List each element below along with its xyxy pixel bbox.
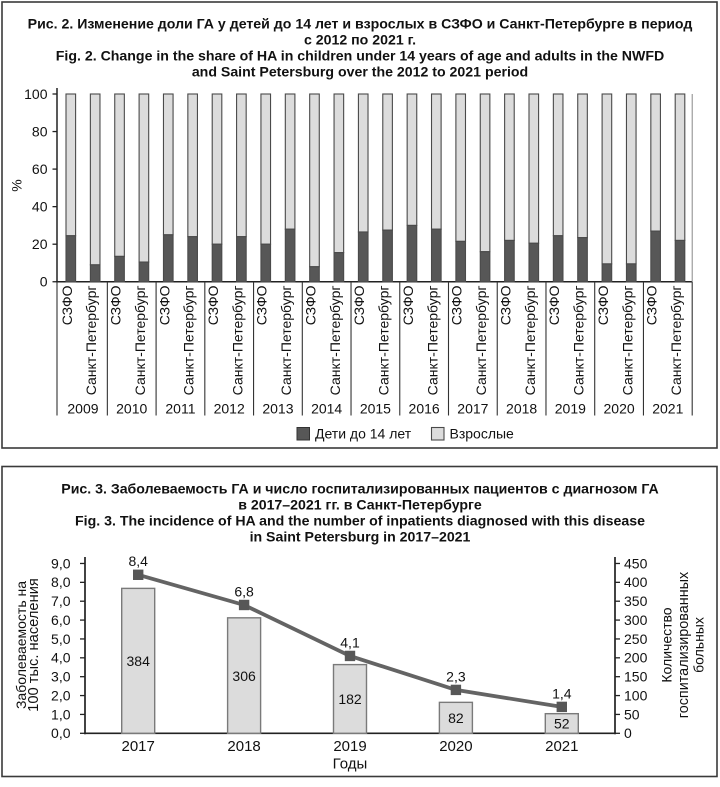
svg-text:2,3: 2,3 — [446, 668, 466, 684]
svg-text:больных: больных — [690, 617, 706, 673]
svg-text:Санкт-Петербург: Санкт-Петербург — [522, 286, 538, 396]
svg-text:СЗФО: СЗФО — [400, 285, 416, 325]
svg-text:Количество: Количество — [658, 607, 674, 682]
svg-text:СЗФО: СЗФО — [254, 285, 270, 325]
svg-text:9,0: 9,0 — [51, 555, 71, 571]
svg-text:2016: 2016 — [409, 401, 440, 417]
svg-text:100 тыс. населения: 100 тыс. населения — [26, 578, 42, 712]
svg-text:6,0: 6,0 — [51, 612, 71, 628]
svg-text:50: 50 — [624, 706, 640, 722]
svg-text:0: 0 — [40, 274, 48, 290]
svg-text:306: 306 — [232, 668, 256, 684]
svg-text:2018: 2018 — [506, 401, 537, 417]
svg-text:2011: 2011 — [165, 401, 195, 417]
svg-text:8,0: 8,0 — [51, 574, 71, 590]
svg-text:Санкт-Петербург: Санкт-Петербург — [619, 286, 635, 396]
svg-text:с 2012 по 2021 г.: с 2012 по 2021 г. — [304, 32, 416, 48]
svg-text:8,4: 8,4 — [128, 553, 148, 569]
svg-text:Санкт-Петербург: Санкт-Петербург — [229, 286, 245, 396]
svg-text:Дети до 14 лет: Дети до 14 лет — [315, 426, 412, 442]
svg-text:СЗФО: СЗФО — [546, 285, 562, 325]
svg-text:Годы: Годы — [333, 756, 368, 773]
svg-text:2013: 2013 — [262, 401, 293, 417]
svg-text:2017: 2017 — [457, 401, 488, 417]
svg-text:250: 250 — [624, 631, 648, 647]
svg-text:Санкт-Петербург: Санкт-Петербург — [571, 286, 587, 396]
svg-text:2014: 2014 — [311, 401, 342, 417]
svg-text:2020: 2020 — [604, 401, 635, 417]
svg-text:СЗФО: СЗФО — [108, 285, 124, 325]
svg-text:Санкт-Петербург: Санкт-Петербург — [181, 286, 197, 396]
svg-text:2017: 2017 — [122, 738, 155, 755]
svg-text:0: 0 — [624, 725, 632, 741]
svg-text:450: 450 — [624, 555, 648, 571]
svg-text:Рис. 2. Изменение доли ГА у де: Рис. 2. Изменение доли ГА у детей до 14 … — [28, 16, 693, 32]
svg-text:1,4: 1,4 — [552, 685, 572, 701]
svg-text:Санкт-Петербург: Санкт-Петербург — [376, 286, 392, 396]
svg-text:2020: 2020 — [439, 738, 472, 755]
svg-text:СЗФО: СЗФО — [644, 285, 660, 325]
svg-text:Заболеваемость на: Заболеваемость на — [13, 581, 29, 709]
svg-text:СЗФО: СЗФО — [449, 285, 465, 325]
svg-text:2,0: 2,0 — [51, 687, 71, 703]
svg-text:СЗФО: СЗФО — [59, 285, 75, 325]
svg-text:2018: 2018 — [227, 738, 260, 755]
svg-text:100: 100 — [624, 687, 648, 703]
svg-text:7,0: 7,0 — [51, 593, 71, 609]
svg-text:Рис. 3. Заболеваемость ГА и чи: Рис. 3. Заболеваемость ГА и число госпит… — [61, 481, 658, 497]
svg-text:в 2017–2021 гг. в Санкт-Петерб: в 2017–2021 гг. в Санкт-Петербурге — [238, 497, 482, 513]
svg-text:Санкт-Петербург: Санкт-Петербург — [473, 286, 489, 396]
svg-text:3,0: 3,0 — [51, 669, 71, 685]
svg-text:4,0: 4,0 — [51, 650, 71, 666]
svg-text:Санкт-Петербург: Санкт-Петербург — [83, 286, 99, 396]
svg-text:СЗФО: СЗФО — [156, 285, 172, 325]
svg-text:400: 400 — [624, 574, 648, 590]
svg-text:2019: 2019 — [333, 738, 366, 755]
svg-text:2010: 2010 — [116, 401, 147, 417]
svg-text:2015: 2015 — [360, 401, 391, 417]
svg-text:40: 40 — [32, 199, 48, 215]
svg-text:2021: 2021 — [652, 401, 683, 417]
svg-text:госпитализированных: госпитализированных — [676, 571, 692, 718]
svg-text:384: 384 — [127, 653, 151, 669]
svg-text:100: 100 — [24, 86, 48, 102]
svg-text:Fig. 2. Change in the share of: Fig. 2. Change in the share of HA in chi… — [56, 48, 664, 64]
svg-text:СЗФО: СЗФО — [205, 285, 221, 325]
svg-text:5,0: 5,0 — [51, 631, 71, 647]
svg-text:in Saint Petersburg in 2017–20: in Saint Petersburg in 2017–2021 — [250, 529, 471, 545]
svg-text:20: 20 — [32, 236, 48, 252]
svg-text:2019: 2019 — [555, 401, 586, 417]
svg-text:Fig. 3. The incidence of HA an: Fig. 3. The incidence of HA and the numb… — [75, 513, 645, 529]
svg-text:1,0: 1,0 — [51, 706, 71, 722]
svg-text:2009: 2009 — [67, 401, 98, 417]
svg-text:0,0: 0,0 — [51, 725, 71, 741]
svg-text:80: 80 — [32, 123, 48, 139]
svg-text:СЗФО: СЗФО — [497, 285, 513, 325]
svg-text:Санкт-Петербург: Санкт-Петербург — [132, 286, 148, 396]
svg-text:2021: 2021 — [545, 738, 578, 755]
svg-text:Санкт-Петербург: Санкт-Петербург — [327, 286, 343, 396]
svg-text:Санкт-Петербург: Санкт-Петербург — [278, 286, 294, 396]
svg-text:СЗФО: СЗФО — [302, 285, 318, 325]
svg-text:Санкт-Петербург: Санкт-Петербург — [668, 286, 684, 396]
svg-text:350: 350 — [624, 593, 648, 609]
svg-text:150: 150 — [624, 669, 648, 685]
svg-text:200: 200 — [624, 650, 648, 666]
svg-text:СЗФО: СЗФО — [351, 285, 367, 325]
svg-text:4,1: 4,1 — [340, 634, 360, 650]
svg-text:Взрослые: Взрослые — [450, 426, 515, 442]
svg-text:300: 300 — [624, 612, 648, 628]
svg-text:82: 82 — [448, 710, 464, 726]
svg-text:and Saint Petersburg over the: and Saint Petersburg over the 2012 to 20… — [192, 64, 528, 80]
svg-text:52: 52 — [554, 716, 570, 732]
svg-text:СЗФО: СЗФО — [595, 285, 611, 325]
svg-text:%: % — [9, 179, 25, 191]
svg-text:6,8: 6,8 — [234, 583, 254, 599]
svg-text:2012: 2012 — [214, 401, 245, 417]
svg-text:Санкт-Петербург: Санкт-Петербург — [424, 286, 440, 396]
svg-text:182: 182 — [338, 691, 362, 707]
svg-text:60: 60 — [32, 161, 48, 177]
